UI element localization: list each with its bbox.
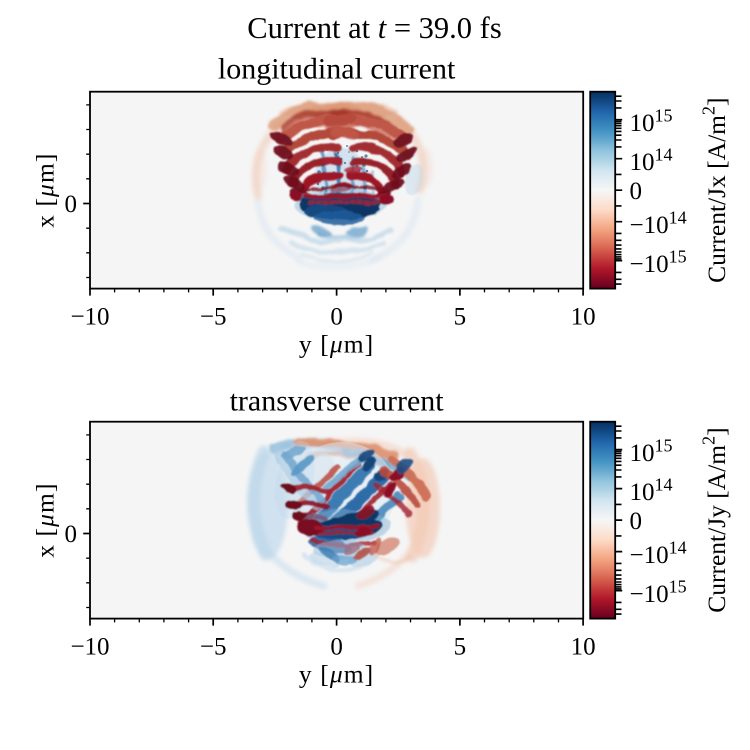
svg-text:1015: 1015: [630, 106, 673, 138]
svg-text:Current at t = 39.0 fs: Current at t = 39.0 fs: [247, 11, 501, 45]
svg-text:x [μm]: x [μm]: [30, 153, 59, 228]
svg-text:−5: −5: [200, 303, 227, 330]
svg-text:y [μm]: y [μm]: [299, 660, 374, 689]
svg-text:Current/Jx [A/m2]: Current/Jx [A/m2]: [699, 98, 732, 283]
svg-text:longitudinal current: longitudinal current: [218, 53, 456, 86]
svg-text:10: 10: [571, 633, 596, 660]
svg-text:0: 0: [330, 633, 343, 660]
svg-text:−1015: −1015: [630, 246, 687, 278]
svg-text:−10: −10: [70, 633, 109, 660]
svg-text:10: 10: [571, 303, 596, 330]
svg-text:0: 0: [65, 521, 78, 548]
svg-text:Current/Jy [A/m2]: Current/Jy [A/m2]: [699, 427, 732, 612]
svg-text:transverse current: transverse current: [230, 384, 445, 417]
svg-text:−1014: −1014: [630, 208, 687, 240]
svg-text:0: 0: [630, 178, 643, 205]
svg-text:x [μm]: x [μm]: [30, 482, 59, 557]
svg-text:0: 0: [65, 191, 78, 218]
svg-text:0: 0: [330, 303, 343, 330]
svg-text:5: 5: [454, 303, 467, 330]
svg-text:0: 0: [630, 508, 643, 535]
svg-text:−10: −10: [70, 303, 109, 330]
svg-text:−5: −5: [200, 633, 227, 660]
svg-text:y [μm]: y [μm]: [299, 330, 374, 359]
svg-text:5: 5: [454, 633, 467, 660]
